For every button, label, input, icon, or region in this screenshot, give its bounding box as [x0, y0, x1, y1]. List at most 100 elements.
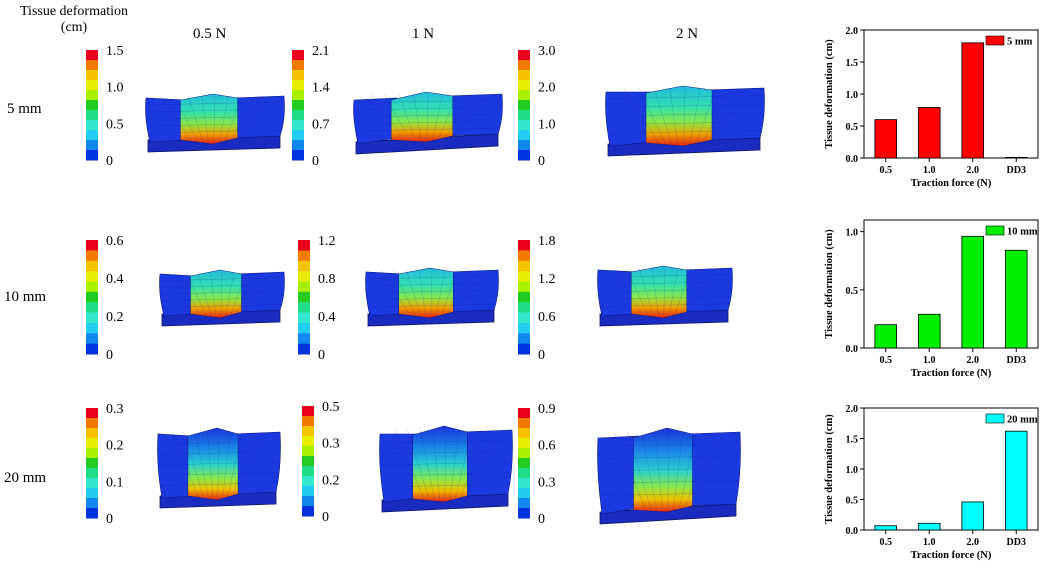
colorbar-segment	[302, 506, 314, 517]
colorbar-segment	[86, 140, 98, 151]
bar-2.0	[961, 501, 985, 531]
colorbar-tick-label: 0.8	[318, 272, 336, 287]
colorbar-segment	[86, 271, 98, 282]
bar-2.0	[961, 42, 985, 159]
colorbar-segment	[86, 250, 98, 262]
colorbar-segment	[518, 120, 530, 131]
colorbar-segment	[86, 478, 98, 489]
x-axis-label: Traction force (N)	[911, 178, 992, 189]
colorbar-segment	[86, 498, 98, 509]
x-tick-label: DD3	[1007, 537, 1026, 548]
bar-0.5	[874, 324, 898, 349]
x-tick-label: 1.0	[923, 355, 936, 366]
colorbar-tick-label: 0	[538, 512, 545, 524]
y-tick-label: 0.5	[846, 286, 859, 297]
colorbar-segment	[298, 250, 310, 262]
colorbar-segment	[518, 458, 530, 469]
colorbar-segment	[518, 468, 530, 479]
colorbar-segment	[298, 343, 310, 355]
colorbar-segment	[298, 302, 310, 314]
x-tick-label: 2.0	[967, 355, 980, 366]
colorbar-segment	[86, 333, 98, 345]
colorbar-segment	[518, 281, 530, 293]
colorbar-tick-label: 0.6	[538, 439, 556, 454]
colorbar-segment	[518, 150, 530, 161]
colorbar-segment	[86, 50, 98, 61]
colorbar-segment	[298, 322, 310, 334]
y-tick-label: 1.5	[846, 435, 859, 446]
x-tick-label: 0.5	[880, 165, 893, 176]
colorbar-segment	[86, 458, 98, 469]
colorbar-tick-label: 0.7	[312, 117, 330, 132]
colorbar-segment	[292, 60, 304, 71]
colorbar-tick-label: 0	[538, 154, 545, 166]
colorbar-segment	[86, 260, 98, 272]
colorbar-5mm-2N: 3.0 2.0 1.0 0	[518, 46, 556, 166]
colorbar-segment	[298, 291, 310, 303]
x-tick-label: 0.5	[880, 355, 893, 366]
figure-title-line1: Tissue deformation	[20, 4, 128, 19]
colorbar-segment	[86, 408, 98, 419]
colorbar-segment	[518, 250, 530, 262]
colorbar-segment	[86, 302, 98, 314]
colorbar-segment	[86, 80, 98, 91]
legend-swatch	[985, 35, 1005, 46]
legend-label: 20 mm	[1007, 415, 1038, 426]
colorbar-20mm-2N: 0.9 0.6 0.3 0	[518, 404, 556, 524]
tissue-deformation-render-10mm-2N	[597, 265, 733, 327]
colorbar-20mm-0.5N: 0.3 0.2 0.1 0	[86, 404, 124, 524]
legend-swatch	[985, 225, 1005, 236]
bar-DD3	[1004, 249, 1028, 349]
y-tick-label: 2.0	[846, 26, 859, 37]
colorbar-tick-label: 0.9	[538, 404, 556, 417]
y-tick-label: 0.5	[846, 496, 859, 507]
tissue-deformation-render-5mm-0.5N	[145, 93, 285, 153]
colorbar-tick-label: 0.3	[322, 437, 340, 452]
y-tick-label: 0.5	[846, 122, 859, 133]
colorbar-segment	[518, 322, 530, 334]
y-tick-label: 1.0	[846, 465, 859, 476]
colorbar-5mm-1N: 2.1 1.4 0.7 0	[292, 46, 330, 166]
bar-1.0	[917, 522, 941, 531]
colorbar-tick-label: 0.2	[106, 310, 124, 325]
colorbar-segment	[518, 478, 530, 489]
tissue-deformation-render-20mm-2N	[597, 427, 741, 525]
colorbar-tick-label: 0	[538, 348, 545, 360]
colorbar-segment	[298, 312, 310, 324]
colorbar-5mm-0.5N: 1.5 1.0 0.5 0	[86, 46, 124, 166]
row-label-20mm: 20 mm	[4, 470, 47, 486]
colorbar-segment	[518, 428, 530, 439]
tissue-deformation-render-10mm-0.5N	[159, 269, 285, 327]
colorbar-segment	[86, 60, 98, 71]
colorbar-segment	[302, 486, 314, 497]
colorbar-segment	[292, 140, 304, 151]
y-tick-label: 1.5	[846, 58, 859, 69]
x-axis-label: Traction force (N)	[911, 550, 992, 561]
colorbar-tick-label: 0	[312, 154, 319, 166]
colorbar-segment	[298, 260, 310, 272]
colorbar-segment	[86, 100, 98, 111]
colorbar-segment	[302, 426, 314, 437]
tissue-deformation-render-20mm-1N	[379, 425, 513, 513]
figure-title-line2: (cm)	[60, 20, 88, 35]
colorbar-segment	[86, 322, 98, 334]
colorbar-tick-label: 0	[106, 154, 113, 166]
colorbar-tick-label: 1.5	[106, 46, 124, 59]
x-tick-label: 1.0	[923, 165, 936, 176]
colorbar-segment	[518, 508, 530, 519]
colorbar-segment	[292, 110, 304, 121]
fe-simulation-grid: 1.5 1.0 0.5 0 2.1 1.4 0.7 0 3.0 2.0 1.0 0 0.6 0.4 0.2 0…	[86, 46, 765, 525]
colorbar-segment	[292, 130, 304, 141]
colorbar-segment	[298, 333, 310, 345]
colorbar-segment	[518, 50, 530, 61]
colorbar-segment	[518, 418, 530, 429]
column-label-2N: 2 N	[676, 26, 699, 42]
y-axis-label: Tissue deformation (cm)	[824, 414, 835, 524]
row-label-10mm: 10 mm	[4, 289, 47, 305]
tissue-deformation-render-5mm-2N	[605, 85, 765, 157]
colorbar-tick-label: 0.5	[106, 117, 124, 132]
colorbar-segment	[302, 436, 314, 447]
y-axis-label: Tissue deformation (cm)	[824, 229, 835, 339]
colorbar-segment	[302, 406, 314, 417]
bar-DD3	[1004, 156, 1028, 159]
